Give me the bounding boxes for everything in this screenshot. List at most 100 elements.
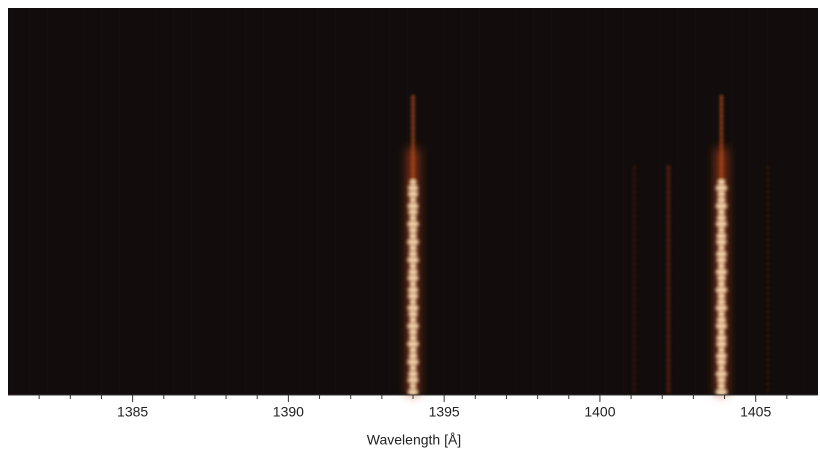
emission-blob	[766, 266, 770, 274]
emission-blob	[632, 206, 636, 214]
emission-blob	[715, 220, 728, 228]
emission-blob	[632, 290, 636, 298]
emission-blob	[716, 358, 727, 366]
emission-blob	[407, 376, 419, 384]
emission-blob	[409, 232, 417, 240]
emission-blob	[766, 290, 770, 298]
emission-blob	[666, 374, 670, 382]
emission-blob	[408, 268, 418, 276]
emission-blob	[632, 182, 636, 190]
emission-blob	[666, 338, 670, 346]
emission-blob	[766, 278, 770, 286]
emission-blob	[766, 218, 770, 226]
emission-blob	[715, 250, 728, 258]
emission-blob	[717, 262, 726, 270]
emission-blob	[666, 368, 670, 376]
noise-streak	[11, 8, 12, 395]
emission-blob	[666, 230, 670, 238]
emission-blob	[632, 194, 636, 202]
noise-streak	[389, 8, 390, 395]
emission-blob	[407, 304, 419, 312]
emission-blob	[715, 184, 728, 192]
emission-blob	[411, 142, 415, 150]
emission-blob	[719, 166, 723, 174]
emission-blob	[409, 382, 417, 390]
emission-blob	[666, 278, 670, 286]
emission-blob	[719, 106, 723, 114]
emission-blob	[407, 202, 419, 210]
noise-streak	[515, 8, 516, 395]
emission-blob	[766, 380, 770, 388]
emission-blob	[716, 232, 727, 240]
emission-line	[407, 94, 419, 396]
emission-blob	[411, 130, 415, 138]
emission-blob	[411, 136, 415, 144]
emission-blob	[666, 224, 670, 232]
emission-blob	[409, 346, 417, 354]
noise-streak	[587, 8, 588, 395]
emission-blob	[719, 154, 723, 162]
x-tick-label: 1390	[273, 404, 304, 420]
emission-blob	[766, 320, 770, 328]
emission-blob	[719, 142, 723, 150]
emission-blob	[632, 332, 636, 340]
x-tick-label: 1405	[740, 404, 771, 420]
noise-streak	[29, 8, 30, 395]
emission-blob	[409, 262, 417, 270]
emission-blob	[411, 172, 415, 180]
emission-blob	[632, 224, 636, 232]
emission-blob	[666, 164, 670, 172]
emission-blob	[632, 338, 636, 346]
emission-blob	[766, 170, 770, 178]
emission-blob	[666, 176, 670, 184]
emission-blob	[632, 260, 636, 268]
noise-streak	[533, 8, 534, 395]
emission-blob	[411, 148, 415, 156]
emission-blob	[666, 266, 670, 274]
noise-streak	[371, 8, 372, 395]
noise-streak	[353, 8, 354, 395]
noise-streak	[281, 8, 282, 395]
emission-blob	[716, 340, 727, 348]
emission-blob	[766, 188, 770, 196]
emission-blob	[719, 172, 723, 180]
emission-blob	[407, 274, 419, 282]
emission-blob	[632, 380, 636, 388]
emission-blob	[407, 256, 419, 264]
emission-blob	[632, 242, 636, 250]
emission-blob	[715, 322, 728, 330]
emission-line	[715, 94, 728, 396]
emission-blob	[632, 284, 636, 292]
emission-blob	[766, 374, 770, 382]
noise-streak	[785, 8, 786, 395]
emission-blob	[715, 304, 728, 312]
emission-blob	[407, 220, 419, 228]
emission-blob	[766, 338, 770, 346]
noise-streak	[101, 8, 102, 395]
emission-blob	[632, 176, 636, 184]
emission-blob	[719, 136, 723, 144]
emission-blob	[766, 386, 770, 394]
emission-blob	[766, 164, 770, 172]
emission-blob	[666, 248, 670, 256]
x-tick-label: 1395	[429, 404, 460, 420]
emission-blob	[666, 188, 670, 196]
emission-blob	[408, 208, 418, 216]
emission-blob	[766, 356, 770, 364]
emission-blob	[407, 286, 419, 294]
emission-blob	[715, 202, 728, 210]
noise-streak	[191, 8, 192, 395]
emission-blob	[632, 212, 636, 220]
emission-blob	[411, 100, 415, 108]
emission-blob	[716, 214, 727, 222]
emission-blob	[409, 316, 417, 324]
emission-blob	[766, 206, 770, 214]
emission-blob	[717, 244, 725, 252]
emission-blob	[632, 296, 636, 304]
x-tick-label: 1400	[584, 404, 615, 420]
emission-blob	[766, 344, 770, 352]
emission-blob	[766, 248, 770, 256]
emission-blob	[408, 250, 418, 258]
noise-streak	[623, 8, 624, 395]
emission-blob	[632, 188, 636, 196]
